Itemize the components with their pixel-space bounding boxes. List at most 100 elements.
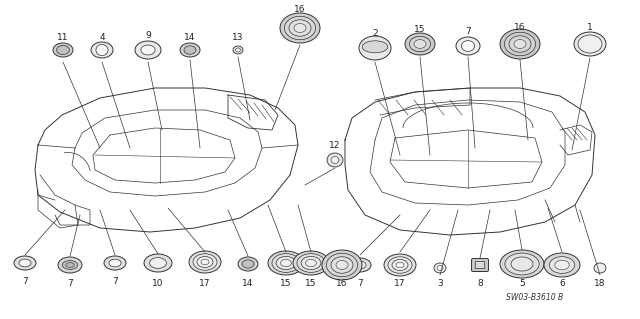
- Text: 14: 14: [243, 279, 253, 288]
- Text: 12: 12: [330, 142, 340, 151]
- Text: 8: 8: [477, 279, 483, 288]
- Text: 15: 15: [280, 278, 292, 287]
- Text: 13: 13: [232, 33, 244, 42]
- Ellipse shape: [336, 261, 348, 270]
- Ellipse shape: [58, 257, 82, 273]
- Ellipse shape: [301, 256, 321, 270]
- Ellipse shape: [504, 32, 536, 56]
- Text: 10: 10: [152, 278, 164, 287]
- Ellipse shape: [549, 256, 575, 273]
- Ellipse shape: [322, 250, 362, 280]
- Text: 4: 4: [99, 33, 105, 42]
- Text: 7: 7: [357, 279, 363, 288]
- Text: 7: 7: [112, 278, 118, 286]
- Ellipse shape: [189, 251, 221, 273]
- Ellipse shape: [331, 257, 353, 273]
- Ellipse shape: [544, 253, 580, 277]
- Text: 2: 2: [372, 28, 378, 38]
- Ellipse shape: [500, 29, 540, 59]
- Ellipse shape: [306, 259, 316, 267]
- Text: 15: 15: [305, 278, 317, 287]
- Ellipse shape: [500, 250, 544, 278]
- Ellipse shape: [359, 36, 391, 60]
- Text: 3: 3: [437, 279, 443, 288]
- Text: 15: 15: [414, 26, 426, 34]
- Ellipse shape: [66, 263, 74, 267]
- Ellipse shape: [511, 257, 533, 271]
- Ellipse shape: [574, 32, 606, 56]
- Ellipse shape: [144, 254, 172, 272]
- Ellipse shape: [388, 257, 412, 273]
- Ellipse shape: [434, 263, 446, 273]
- Ellipse shape: [150, 258, 166, 268]
- Ellipse shape: [505, 253, 539, 275]
- Text: 17: 17: [394, 279, 406, 288]
- Ellipse shape: [349, 258, 371, 272]
- Ellipse shape: [437, 265, 443, 271]
- Text: 17: 17: [199, 278, 211, 287]
- Ellipse shape: [405, 33, 435, 55]
- Ellipse shape: [284, 16, 316, 40]
- Ellipse shape: [294, 24, 306, 33]
- Ellipse shape: [362, 41, 388, 53]
- Text: 18: 18: [595, 279, 605, 288]
- Text: 7: 7: [465, 27, 471, 36]
- Ellipse shape: [327, 153, 343, 167]
- Ellipse shape: [53, 43, 73, 57]
- Text: 6: 6: [559, 279, 565, 288]
- Ellipse shape: [272, 254, 300, 272]
- Ellipse shape: [392, 259, 408, 271]
- Ellipse shape: [414, 40, 426, 48]
- Text: 11: 11: [57, 33, 68, 42]
- Ellipse shape: [109, 259, 121, 267]
- Text: 16: 16: [336, 279, 348, 288]
- Ellipse shape: [104, 256, 126, 270]
- Ellipse shape: [280, 259, 291, 267]
- Text: 7: 7: [22, 278, 28, 286]
- Ellipse shape: [555, 260, 569, 270]
- Ellipse shape: [594, 263, 606, 273]
- Ellipse shape: [289, 20, 311, 36]
- Ellipse shape: [96, 44, 108, 56]
- Ellipse shape: [201, 259, 209, 265]
- Ellipse shape: [62, 261, 78, 270]
- Ellipse shape: [184, 46, 196, 54]
- Ellipse shape: [456, 37, 480, 55]
- Ellipse shape: [461, 41, 475, 51]
- Ellipse shape: [276, 256, 296, 270]
- Ellipse shape: [578, 35, 602, 53]
- Ellipse shape: [233, 46, 243, 54]
- Ellipse shape: [326, 253, 358, 277]
- Ellipse shape: [141, 45, 155, 55]
- Ellipse shape: [56, 45, 70, 55]
- Text: 14: 14: [184, 33, 196, 41]
- Text: 7: 7: [67, 279, 73, 288]
- Ellipse shape: [19, 259, 31, 267]
- Text: 16: 16: [515, 24, 525, 33]
- Ellipse shape: [238, 257, 258, 271]
- Ellipse shape: [14, 256, 36, 270]
- Text: 16: 16: [294, 5, 306, 14]
- Ellipse shape: [384, 254, 416, 276]
- Ellipse shape: [242, 260, 254, 268]
- FancyBboxPatch shape: [476, 262, 484, 269]
- Ellipse shape: [331, 157, 339, 164]
- Ellipse shape: [91, 42, 113, 58]
- Ellipse shape: [197, 256, 213, 268]
- Ellipse shape: [268, 251, 304, 275]
- Text: 9: 9: [145, 32, 151, 41]
- Text: SW03-B3610 B: SW03-B3610 B: [506, 293, 564, 302]
- Ellipse shape: [297, 254, 325, 272]
- Ellipse shape: [193, 254, 217, 270]
- FancyBboxPatch shape: [472, 258, 488, 271]
- Ellipse shape: [236, 48, 241, 52]
- Ellipse shape: [396, 262, 404, 268]
- Ellipse shape: [410, 36, 431, 52]
- Ellipse shape: [135, 41, 161, 59]
- Text: 5: 5: [519, 278, 525, 287]
- Ellipse shape: [354, 261, 366, 269]
- Ellipse shape: [509, 36, 531, 52]
- Ellipse shape: [180, 43, 200, 57]
- Ellipse shape: [514, 40, 526, 48]
- Text: 1: 1: [587, 24, 593, 33]
